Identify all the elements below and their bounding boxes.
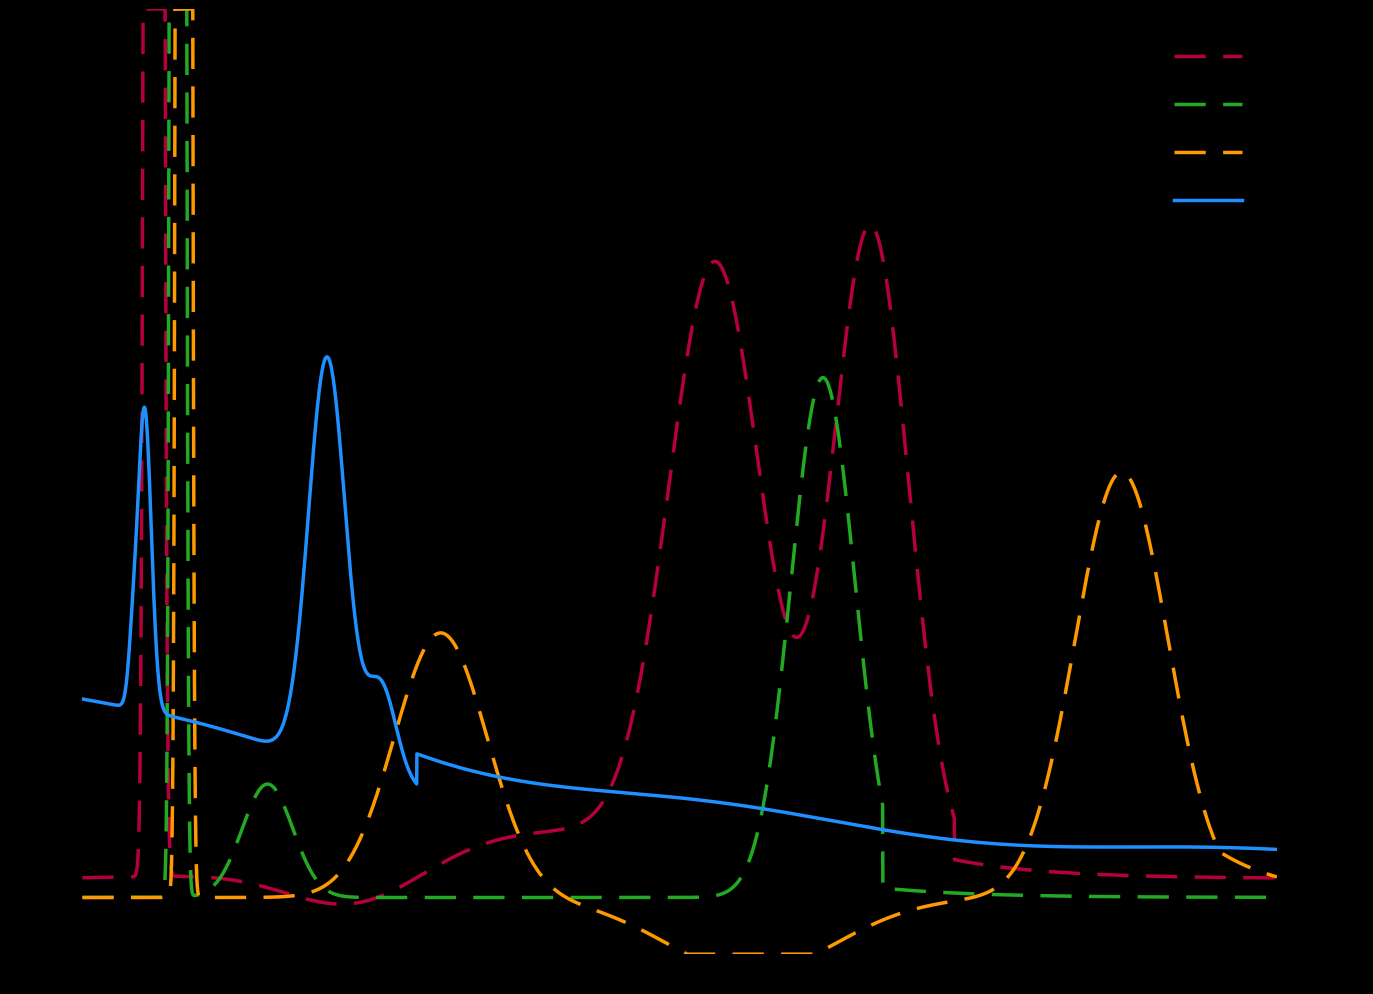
Legend: , , , : , , , bbox=[1164, 39, 1267, 222]
